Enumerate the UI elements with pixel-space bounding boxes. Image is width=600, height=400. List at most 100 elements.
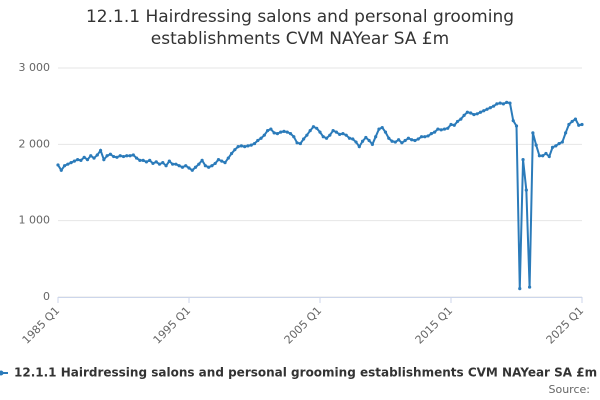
x-tick-label: 2015 Q1 bbox=[413, 304, 456, 347]
data-point bbox=[108, 152, 112, 156]
data-point bbox=[528, 285, 532, 289]
data-point bbox=[302, 137, 306, 141]
data-point bbox=[279, 130, 283, 134]
data-point bbox=[413, 138, 417, 143]
data-point bbox=[541, 154, 545, 158]
data-point bbox=[321, 135, 325, 139]
data-point bbox=[550, 145, 555, 149]
data-point bbox=[197, 162, 201, 166]
data-point bbox=[295, 141, 299, 145]
data-point bbox=[118, 154, 122, 158]
data-point bbox=[125, 154, 129, 158]
data-point bbox=[298, 141, 302, 146]
data-point bbox=[564, 131, 568, 135]
data-point bbox=[383, 130, 388, 134]
data-point bbox=[72, 159, 76, 163]
data-point bbox=[442, 127, 447, 131]
data-point bbox=[544, 151, 548, 156]
legend-symbol-dot bbox=[0, 370, 4, 376]
data-point bbox=[154, 160, 158, 164]
data-point bbox=[521, 158, 525, 162]
data-point bbox=[92, 156, 96, 160]
data-point bbox=[66, 162, 70, 166]
data-point bbox=[233, 148, 237, 152]
data-point bbox=[459, 117, 463, 121]
data-point bbox=[475, 112, 479, 116]
data-point bbox=[262, 133, 266, 137]
data-point bbox=[223, 161, 227, 165]
data-point bbox=[285, 130, 289, 134]
data-point bbox=[135, 156, 139, 160]
data-point bbox=[390, 139, 394, 143]
data-point bbox=[148, 158, 152, 162]
legend-label: 12.1.1 Hairdressing salons and personal … bbox=[14, 366, 597, 380]
data-line bbox=[57, 101, 583, 289]
data-point bbox=[423, 135, 427, 139]
data-point bbox=[354, 140, 358, 144]
data-point bbox=[511, 119, 515, 123]
data-point bbox=[452, 123, 456, 127]
data-point bbox=[380, 125, 384, 130]
data-point bbox=[429, 132, 433, 136]
data-point bbox=[524, 188, 528, 192]
data-point bbox=[220, 159, 224, 163]
x-tick-label: 1995 Q1 bbox=[151, 304, 194, 347]
data-point bbox=[200, 158, 204, 162]
data-point bbox=[351, 137, 355, 141]
data-point bbox=[462, 113, 466, 117]
data-point bbox=[138, 158, 142, 162]
data-point bbox=[128, 154, 132, 158]
y-tick-label: 1 000 bbox=[19, 214, 51, 227]
data-point bbox=[259, 136, 263, 140]
data-point bbox=[190, 168, 194, 172]
source: Source: bbox=[549, 383, 591, 396]
data-point bbox=[324, 136, 329, 140]
data-point bbox=[537, 154, 542, 158]
data-point bbox=[514, 124, 519, 128]
data-point bbox=[397, 138, 401, 142]
y-tick-label: 3 000 bbox=[19, 61, 51, 74]
data-point bbox=[252, 141, 257, 146]
data-point bbox=[167, 159, 171, 163]
data-point bbox=[357, 145, 361, 149]
data-point bbox=[557, 141, 561, 146]
data-point bbox=[249, 143, 253, 147]
data-point bbox=[213, 161, 217, 166]
data-point bbox=[210, 164, 214, 168]
data-point bbox=[387, 136, 391, 140]
data-point bbox=[505, 100, 509, 104]
data-point bbox=[292, 135, 296, 139]
x-tick-label: 2025 Q1 bbox=[544, 304, 587, 347]
data-point bbox=[400, 141, 404, 145]
data-point bbox=[272, 131, 276, 135]
data-point bbox=[161, 161, 165, 165]
data-point bbox=[102, 158, 106, 162]
data-point bbox=[243, 145, 247, 149]
data-point bbox=[59, 168, 63, 172]
data-point bbox=[226, 156, 230, 160]
data-point bbox=[105, 154, 109, 158]
data-point bbox=[547, 154, 551, 159]
data-point bbox=[239, 144, 243, 148]
data-point bbox=[115, 155, 119, 159]
data-point bbox=[370, 142, 374, 146]
data-point bbox=[328, 133, 332, 137]
data-point bbox=[436, 127, 440, 131]
data-point bbox=[573, 117, 578, 121]
data-point bbox=[482, 109, 486, 113]
data-point bbox=[508, 101, 512, 105]
data-point bbox=[95, 153, 99, 157]
data-point bbox=[229, 151, 234, 156]
data-point bbox=[426, 134, 430, 138]
data-point bbox=[406, 136, 411, 140]
data-point bbox=[174, 162, 178, 166]
data-point bbox=[177, 164, 181, 168]
data-point bbox=[141, 158, 145, 162]
data-point bbox=[288, 132, 293, 136]
data-point bbox=[121, 154, 126, 159]
data-point bbox=[184, 164, 188, 168]
data-point bbox=[518, 287, 522, 291]
data-point bbox=[151, 161, 155, 166]
